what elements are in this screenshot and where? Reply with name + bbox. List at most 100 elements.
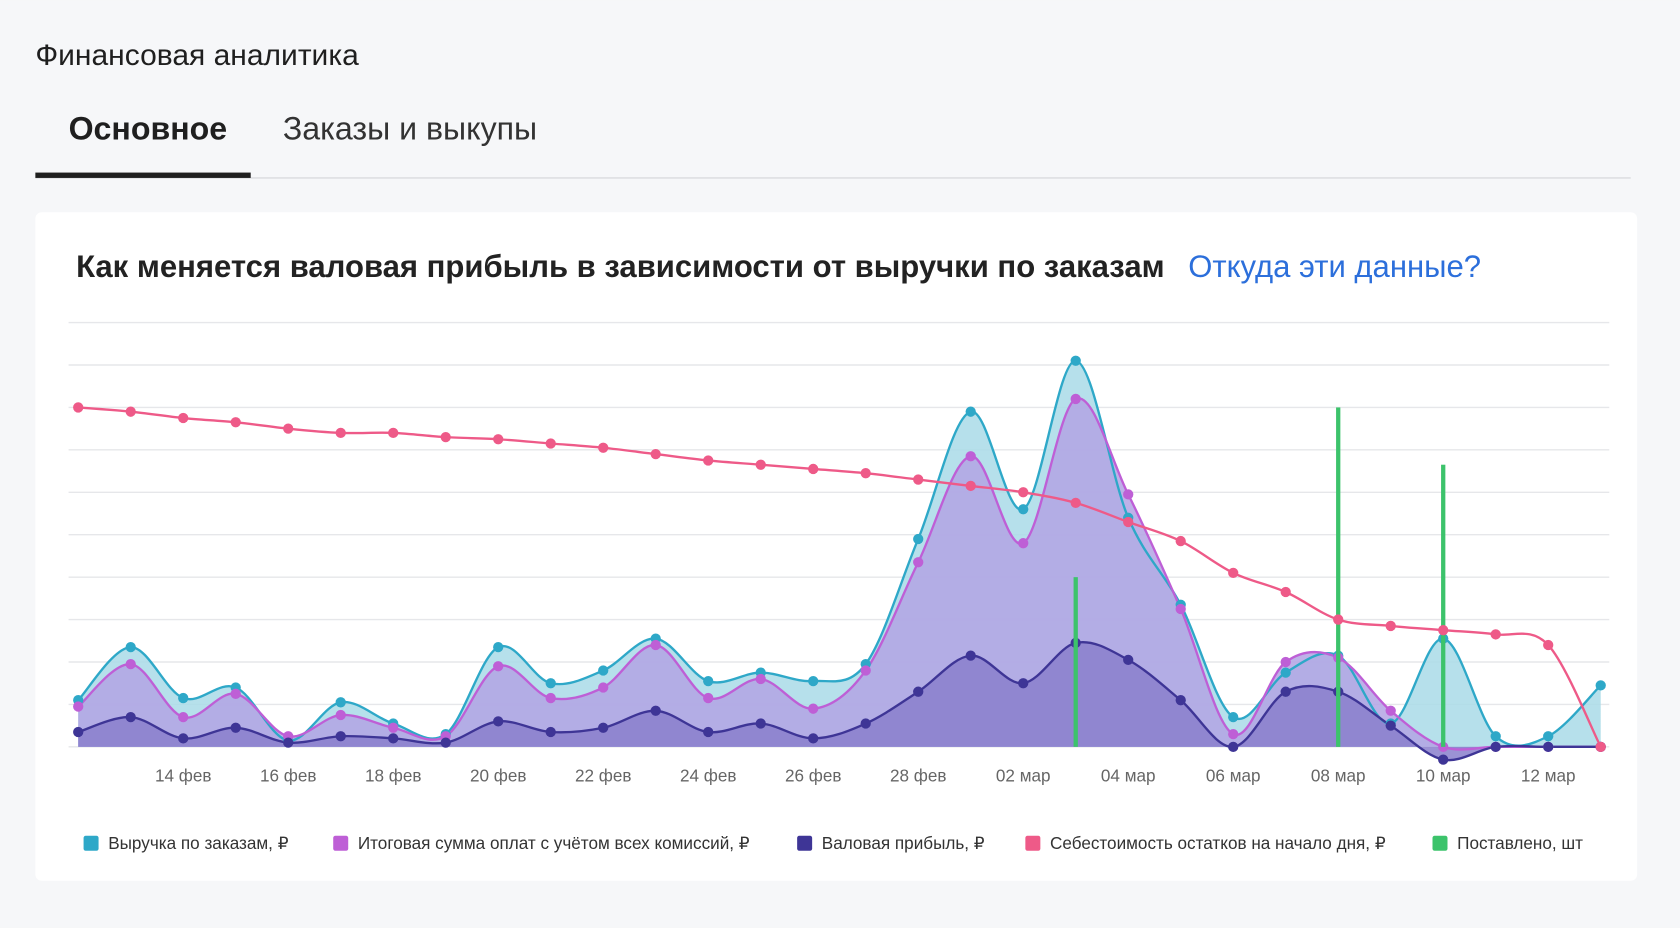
point	[703, 455, 714, 466]
x-tick-label: 06 мар	[1206, 765, 1261, 785]
point	[860, 665, 871, 676]
x-tick-label: 16 фев	[260, 765, 317, 785]
plot: 14 фев 16 фев 18 фев 20 фев 22 фев 24 фев 26 ф…	[68, 321, 1610, 853]
point	[440, 431, 451, 443]
point	[545, 678, 556, 689]
area	[78, 398, 1601, 750]
point	[1228, 712, 1239, 723]
point	[493, 661, 504, 672]
point	[545, 692, 556, 704]
point	[913, 533, 924, 545]
point	[1018, 487, 1029, 498]
point	[335, 697, 346, 708]
point	[178, 412, 189, 424]
point	[125, 406, 136, 417]
point	[860, 468, 871, 479]
point	[1595, 741, 1606, 752]
point	[1490, 629, 1501, 640]
legend-swatch	[797, 835, 813, 851]
x-tick-label: 20 фев	[470, 765, 527, 785]
legend-swatch	[333, 835, 349, 851]
point	[650, 705, 661, 716]
point	[808, 703, 819, 714]
point	[1123, 654, 1134, 666]
point	[73, 701, 84, 712]
legend-swatch	[83, 835, 99, 851]
tabs: Основное Заказы и выкупы	[35, 110, 537, 178]
point	[1280, 656, 1291, 668]
point	[1228, 741, 1239, 752]
point	[230, 417, 241, 428]
legend-label: Поставлено, шт	[1457, 833, 1583, 853]
tab[interactable]: Заказы и выкупы	[283, 110, 537, 146]
legend-label: Себестоимость остатков на начало дня, ₽	[1050, 833, 1386, 853]
x-tick-label: 26 фев	[785, 765, 842, 785]
point	[1438, 754, 1449, 765]
point	[965, 406, 976, 417]
tab[interactable]: Основное	[69, 110, 228, 146]
point	[703, 675, 714, 687]
point	[913, 474, 924, 485]
bar	[1441, 464, 1446, 747]
point	[335, 709, 346, 721]
point	[230, 722, 241, 733]
legend-swatch	[1432, 835, 1448, 851]
point	[1018, 678, 1029, 689]
bar	[1336, 407, 1341, 747]
x-tick-label: 18 фев	[365, 765, 422, 785]
point	[1333, 614, 1344, 625]
point	[388, 427, 399, 439]
point	[493, 716, 504, 727]
x-tick-label: 08 мар	[1311, 765, 1366, 785]
point	[73, 402, 84, 413]
point	[755, 673, 766, 685]
point	[598, 722, 609, 733]
point	[283, 423, 294, 434]
chart-title: Как меняется валовая прибыль в зависимос…	[76, 249, 1165, 284]
point	[125, 658, 136, 670]
point	[860, 718, 871, 729]
point	[440, 737, 451, 748]
point	[755, 718, 766, 729]
point	[965, 480, 976, 492]
point	[1018, 538, 1029, 549]
point	[1595, 680, 1606, 691]
point	[178, 733, 189, 744]
point	[808, 733, 819, 744]
point	[545, 726, 556, 738]
point	[913, 686, 924, 697]
point	[755, 459, 766, 470]
point	[1438, 625, 1449, 636]
point	[230, 688, 241, 699]
x-tick-label: 10 мар	[1416, 765, 1471, 785]
info-link[interactable]: Откуда эти данные?	[1188, 249, 1481, 284]
point	[545, 438, 556, 449]
point	[1490, 731, 1501, 742]
point	[1543, 731, 1554, 742]
point	[1438, 741, 1449, 752]
point	[1490, 741, 1501, 752]
point	[493, 642, 504, 653]
point	[1280, 586, 1291, 598]
point	[1018, 504, 1029, 515]
point	[1228, 728, 1239, 740]
point	[178, 712, 189, 723]
point	[1280, 667, 1291, 678]
x-tick-label: 12 мар	[1521, 765, 1576, 785]
point	[808, 675, 819, 687]
legend-label: Валовая прибыль, ₽	[822, 833, 985, 853]
point	[598, 442, 609, 453]
point	[335, 427, 346, 439]
point	[1385, 620, 1396, 632]
point	[1175, 603, 1186, 615]
point	[703, 726, 714, 738]
point	[1070, 355, 1081, 366]
point	[1228, 567, 1239, 579]
point	[650, 639, 661, 651]
point	[493, 434, 504, 445]
point	[1175, 535, 1186, 547]
point	[965, 451, 976, 462]
x-tick-label: 02 мар	[996, 765, 1051, 785]
point	[650, 448, 661, 460]
